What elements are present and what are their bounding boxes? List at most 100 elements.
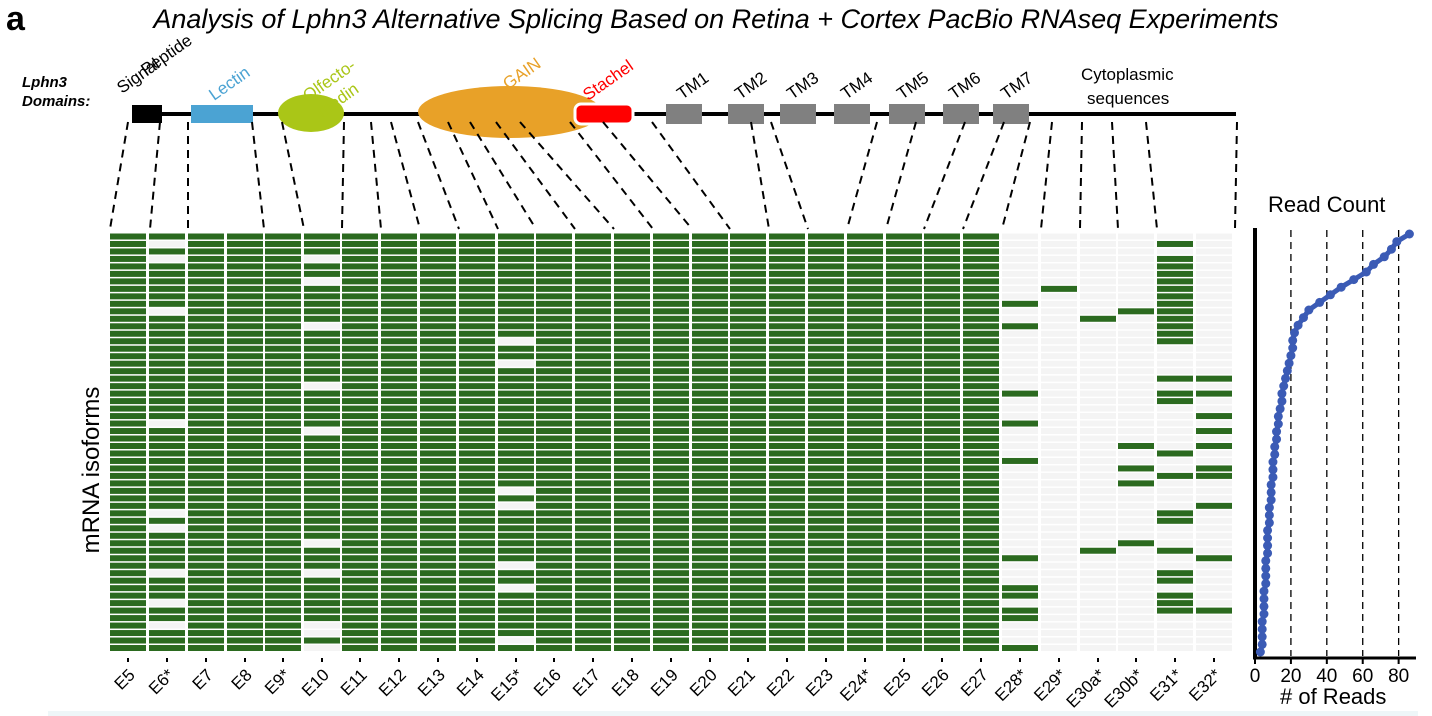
heatmap-cell-E20: [692, 435, 728, 442]
heatmap-cell-E31*: [1157, 405, 1193, 412]
heatmap-cell-E12: [381, 443, 417, 449]
heatmap-cell-E7: [188, 555, 224, 562]
heatmap-cell-E7: [188, 443, 224, 449]
heatmap-cell-E27: [963, 300, 999, 307]
tm7-domain: [993, 104, 1029, 124]
heatmap-cell-E30b*: [1118, 353, 1154, 360]
heatmap-cell-E26: [924, 345, 960, 352]
heatmap-cell-E14: [459, 368, 495, 375]
heatmap-cell-E30a*: [1080, 570, 1116, 577]
heatmap-cell-E20: [692, 517, 728, 524]
exon-connector-line: [1145, 121, 1158, 230]
heatmap-cell-E27: [963, 338, 999, 345]
heatmap-cell-E28*: [1002, 360, 1038, 367]
heatmap-cell-E32*: [1196, 353, 1232, 360]
heatmap-cell-E13: [420, 622, 456, 629]
heatmap-cell-E29*: [1041, 585, 1077, 592]
heatmap-cell-E21: [730, 315, 766, 322]
heatmap-cell-E30a*: [1080, 480, 1116, 487]
heatmap-cell-E11: [342, 315, 378, 322]
heatmap-cell-E10: [304, 368, 340, 375]
heatmap-cell-E19: [653, 540, 689, 547]
read-count-point: [1369, 259, 1378, 269]
heatmap-cell-E9*: [265, 240, 301, 247]
heatmap-cell-E14: [459, 532, 495, 539]
heatmap-cell-E6*: [149, 592, 185, 599]
heatmap-cell-E6*: [149, 398, 185, 405]
heatmap-cell-E19: [653, 562, 689, 569]
heatmap-cell-E30b*: [1118, 637, 1154, 644]
heatmap-cell-E7: [188, 330, 224, 337]
heatmap-cell-E20: [692, 398, 728, 405]
heatmap-cell-E8: [227, 622, 263, 629]
heatmap-cell-E9*: [265, 480, 301, 487]
heatmap-cell-E5: [110, 270, 146, 277]
heatmap-cell-E5: [110, 600, 146, 607]
heatmap-cell-E32*: [1196, 420, 1232, 427]
heatmap-cell-E25: [886, 592, 922, 599]
heatmap-cell-E18: [614, 600, 650, 607]
heatmap-cell-E20: [692, 315, 728, 322]
heatmap-cell-E28*: [1002, 637, 1038, 644]
heatmap-cell-E6*: [149, 278, 185, 285]
heatmap-cell-E13: [420, 562, 456, 569]
heatmap-cell-E20: [692, 368, 728, 375]
heatmap-cell-E18: [614, 398, 650, 405]
exon-connector-line: [341, 121, 345, 230]
heatmap-cell-E26: [924, 270, 960, 277]
heatmap-cell-E25: [886, 457, 922, 464]
heatmap-cell-E27: [963, 345, 999, 352]
heatmap-cell-E31*: [1157, 315, 1193, 322]
heatmap-cell-E10: [304, 435, 340, 442]
heatmap-cell-E18: [614, 637, 650, 644]
heatmap-cell-E16: [536, 472, 572, 479]
heatmap-cell-E12: [381, 645, 417, 651]
heatmap-cell-E32*: [1196, 607, 1232, 614]
heatmap-cell-E22: [769, 450, 805, 457]
heatmap-cell-E7: [188, 600, 224, 607]
heatmap-cell-E7: [188, 510, 224, 517]
heatmap-cell-E14: [459, 435, 495, 442]
read-count-point: [1282, 366, 1292, 376]
heatmap-cell-E24*: [847, 607, 883, 614]
heatmap-cell-E31*: [1157, 637, 1193, 644]
heatmap-cell-E30b*: [1118, 585, 1154, 592]
heatmap-cell-E22: [769, 368, 805, 375]
heatmap-cell-E19: [653, 360, 689, 367]
heatmap-cell-E9*: [265, 525, 301, 532]
heatmap-cell-E7: [188, 248, 224, 255]
read-count-point: [1349, 275, 1359, 285]
exon-connector-line: [417, 121, 460, 230]
heatmap-cell-E14: [459, 457, 495, 464]
heatmap-cell-E17: [575, 487, 611, 494]
heatmap-cell-E14: [459, 517, 495, 524]
heatmap-cell-E16: [536, 532, 572, 539]
heatmap-cell-E29*: [1041, 330, 1077, 337]
heatmap-cell-E30a*: [1080, 615, 1116, 622]
heatmap-cell-E17: [575, 323, 611, 330]
heatmap-cell-E5: [110, 487, 146, 494]
heatmap-cell-E30b*: [1118, 480, 1154, 487]
heatmap-cell-E16: [536, 637, 572, 644]
heatmap-cell-E24*: [847, 555, 883, 562]
heatmap-cell-E12: [381, 622, 417, 629]
heatmap-cell-E25: [886, 390, 922, 397]
heatmap-cell-E6*: [149, 510, 185, 517]
heatmap-cell-E5: [110, 585, 146, 592]
heatmap-cell-E18: [614, 308, 650, 315]
heatmap-cell-E28*: [1002, 293, 1038, 300]
heatmap-cell-E31*: [1157, 390, 1193, 397]
heatmap-cell-E24*: [847, 600, 883, 607]
heatmap-cell-E18: [614, 615, 650, 622]
heatmap-cell-E7: [188, 270, 224, 277]
heatmap-cell-E25: [886, 525, 922, 532]
read-count-point: [1268, 465, 1278, 475]
heatmap-cell-E16: [536, 645, 572, 651]
heatmap-cell-E8: [227, 270, 263, 277]
heatmap-cell-E28*: [1002, 375, 1038, 382]
exon-connectors: [109, 121, 1238, 230]
heatmap-cell-E27: [963, 600, 999, 607]
heatmap-cell-E10: [304, 630, 340, 637]
heatmap-cell-E16: [536, 390, 572, 397]
heatmap-cell-E22: [769, 233, 805, 240]
